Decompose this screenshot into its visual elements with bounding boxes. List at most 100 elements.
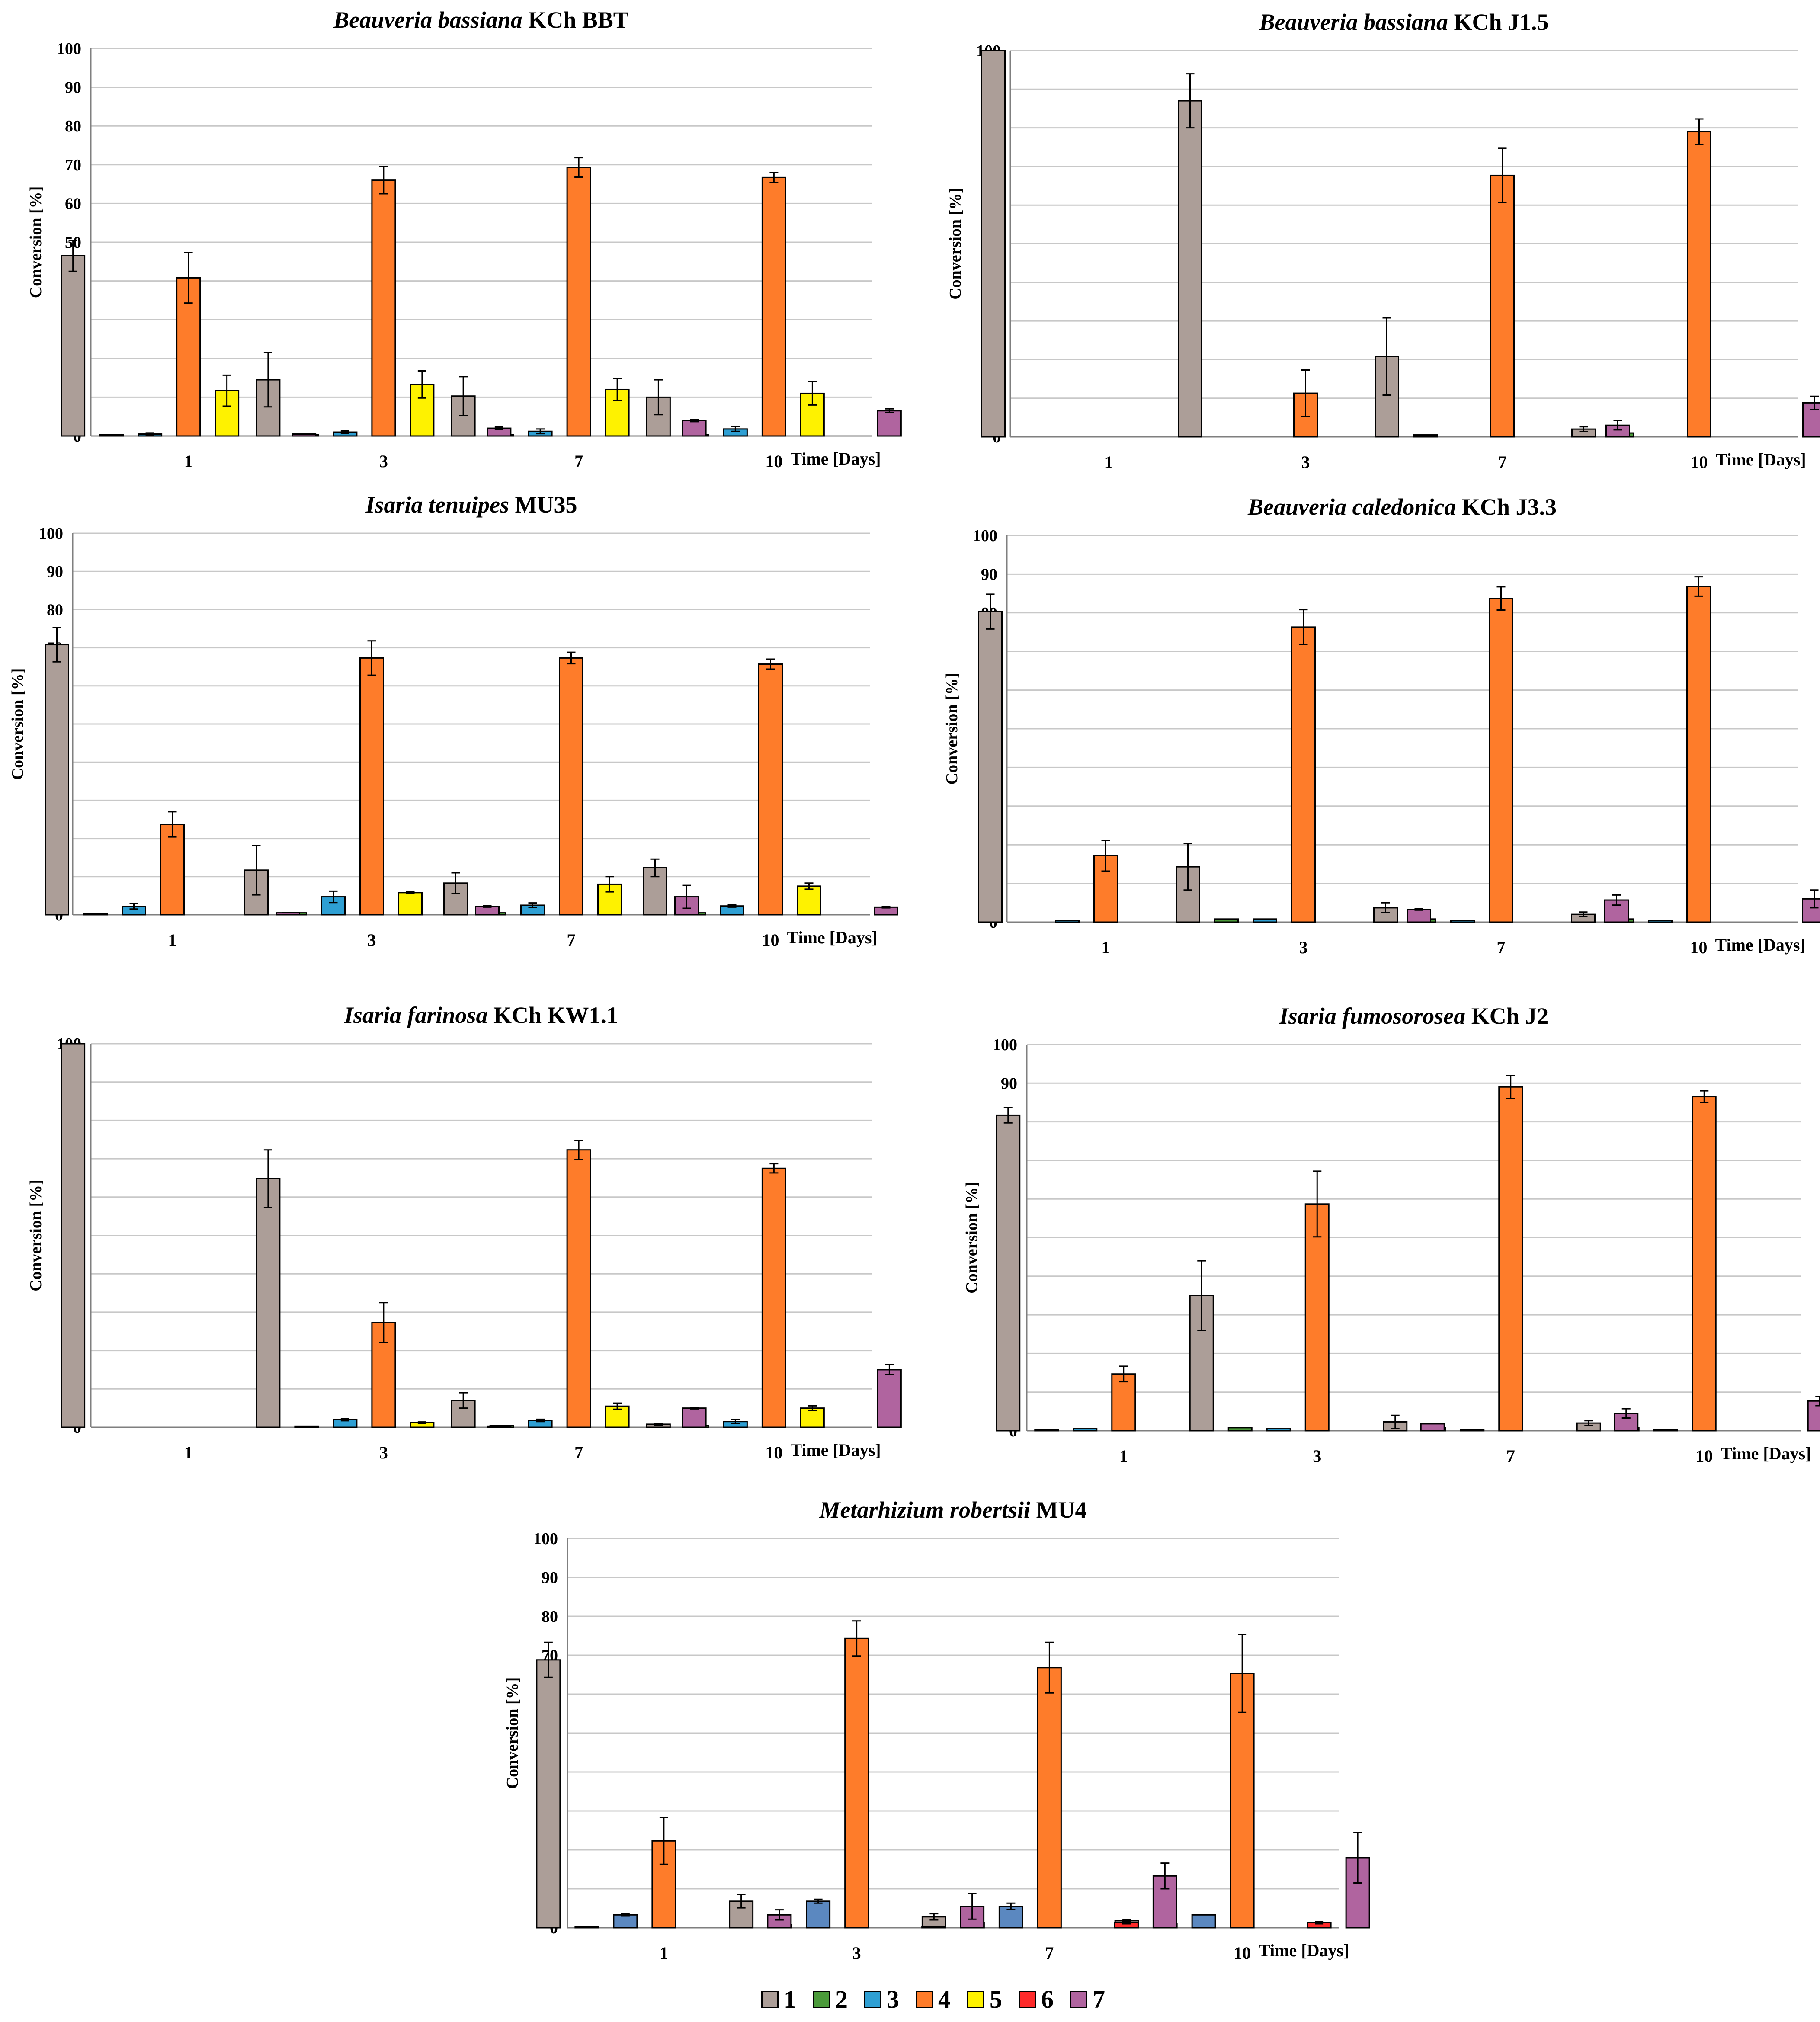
- error-bar: [613, 378, 622, 401]
- error-bar: [808, 381, 817, 406]
- bar-series-7-day-10: [877, 1369, 902, 1428]
- error-bar: [1613, 420, 1622, 431]
- error-bar: [367, 640, 376, 676]
- bar-series-1-day-3: [1178, 100, 1202, 438]
- chart-title: Metarhizium robertsii MU4: [819, 1497, 1086, 1523]
- x-tick-label: 1: [1119, 1446, 1128, 1466]
- x-tick-label: 3: [852, 1943, 861, 1963]
- legend-swatch-7: [1070, 1991, 1087, 2008]
- bar-series-3-day-7: [1460, 1429, 1485, 1432]
- error-bar: [406, 891, 415, 894]
- bar-series-4-day-10: [1230, 1673, 1255, 1929]
- error-bar: [1579, 426, 1588, 432]
- error-bar: [804, 882, 814, 890]
- chart-title: Isaria tenuipes MU35: [365, 492, 577, 518]
- error-bar: [1003, 1107, 1013, 1124]
- bar-series-7-day-3: [487, 1425, 512, 1428]
- bar-series-4-day-3: [371, 179, 396, 437]
- error-bar: [1498, 147, 1507, 203]
- x-axis-label: Time [Days]: [790, 1440, 881, 1460]
- error-bar: [1391, 1414, 1400, 1429]
- chart-metarhizium-robertsii-mu4: Metarhizium robertsii MU4010203040506070…: [503, 1497, 1370, 1963]
- x-tick-label: 10: [1691, 452, 1708, 472]
- bar-series-7-day-3: [1407, 908, 1431, 923]
- x-tick-label: 7: [574, 452, 583, 471]
- x-tick-label: 7: [574, 1443, 583, 1462]
- error-bar: [1183, 843, 1192, 891]
- x-tick-label: 7: [1506, 1446, 1515, 1466]
- x-tick-label: 1: [1102, 938, 1110, 957]
- chart-title: Beauveria bassiana KCh BBT: [333, 7, 629, 33]
- error-bar: [68, 240, 77, 272]
- bar-series-6-day-3: [921, 1926, 946, 1929]
- error-bar: [968, 1893, 977, 1920]
- error-bar: [650, 858, 660, 878]
- chart-beauveria-bassiana-kch-bbt: Beauveria bassiana KCh BBT01020304050607…: [27, 7, 902, 471]
- bar-series-4-day-3: [1291, 626, 1316, 923]
- chart-isaria-farinosa-kch-kw1-1: Isaria farinosa KCh KW1.1010203040506070…: [27, 1002, 902, 1462]
- legend-label-6: 6: [1041, 1985, 1054, 2013]
- bar-series-4-day-10: [1692, 1096, 1717, 1432]
- legend-label-5: 5: [990, 1985, 1002, 2013]
- bar-series-4-day-7: [566, 167, 591, 437]
- error-bar: [727, 904, 737, 908]
- error-bar: [417, 370, 426, 399]
- y-tick-label: 90: [47, 563, 63, 581]
- error-bar: [1579, 911, 1588, 917]
- chart-isaria-tenuipes-mu35: Isaria tenuipes MU3501020304050607080901…: [9, 492, 898, 950]
- x-tick-label: 7: [1045, 1943, 1054, 1963]
- error-bar: [1045, 1641, 1054, 1694]
- bar-series-4-day-10: [761, 176, 786, 437]
- bar-series-2-day-7: [1413, 434, 1438, 438]
- x-tick-label: 1: [184, 452, 193, 471]
- y-axis-label: Conversion [%]: [946, 188, 964, 300]
- error-bar: [222, 374, 231, 407]
- error-bar: [567, 651, 576, 665]
- bar-series-5-day-10: [797, 885, 821, 916]
- legend-label-7: 7: [1093, 1985, 1105, 2013]
- bar-series-3-day-1: [1073, 1428, 1098, 1432]
- x-tick-label: 3: [379, 1443, 388, 1462]
- bar-series-4-day-7: [566, 1149, 591, 1428]
- error-bar: [1101, 839, 1110, 872]
- chart-beauveria-bassiana-kch-j1-5: Beauveria bassiana KCh J1.50102030405060…: [946, 9, 1820, 472]
- error-bar: [459, 1392, 468, 1409]
- y-axis-label: Conversion [%]: [503, 1677, 522, 1789]
- legend-label-3: 3: [887, 1985, 899, 2013]
- chart-title: Beauveria caledonica KCh J3.3: [1247, 494, 1557, 520]
- legend-item-5: 5: [967, 1987, 1002, 2012]
- bar-series-3-day-10: [1648, 920, 1673, 923]
- legend-item-2: 2: [813, 1987, 848, 2012]
- bar-series-2-day-3: [294, 1425, 319, 1428]
- bar-series-3-day-1: [613, 1914, 638, 1929]
- bar-series-3-day-7: [1450, 920, 1475, 923]
- error-bar: [379, 166, 388, 195]
- legend-swatch-3: [864, 1991, 881, 2008]
- chart-title: Isaria farinosa KCh KW1.1: [344, 1002, 618, 1028]
- error-bar: [766, 658, 775, 670]
- error-bar: [1810, 889, 1819, 909]
- x-axis-label: Time [Days]: [790, 449, 881, 468]
- error-bar: [1700, 1090, 1709, 1103]
- error-bar: [574, 1140, 583, 1160]
- y-tick-label: 80: [47, 601, 63, 619]
- error-bar: [459, 376, 468, 417]
- bar-series-3-day-3: [806, 1900, 831, 1929]
- error-bar: [263, 352, 272, 408]
- bar-series-1-day-3: [256, 1178, 281, 1428]
- x-axis-label: Time [Days]: [787, 928, 878, 947]
- bar-series-2-day-1: [574, 1926, 599, 1929]
- bar-series-7-day-10: [1802, 402, 1820, 438]
- chart-title: Isaria fumosorosea KCh J2: [1279, 1003, 1549, 1029]
- legend-item-1: 1: [761, 1987, 796, 2012]
- bar-series-4-day-7: [1489, 598, 1513, 923]
- error-bar: [737, 1894, 746, 1909]
- error-bar: [329, 890, 338, 904]
- error-bar: [654, 379, 663, 416]
- bar-series-2-day-1: [1034, 1429, 1059, 1432]
- bar-series-4-day-1: [160, 824, 185, 916]
- x-tick-label: 10: [1690, 938, 1708, 957]
- error-bar: [263, 1149, 272, 1208]
- chart-title: Beauveria bassiana KCh J1.5: [1259, 9, 1548, 35]
- y-tick-label: 100: [57, 40, 81, 58]
